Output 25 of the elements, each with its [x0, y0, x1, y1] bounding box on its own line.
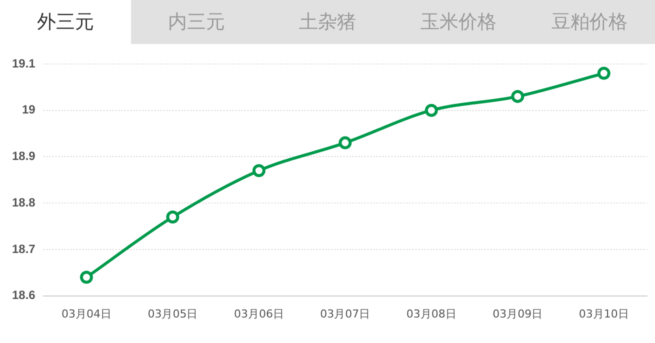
y-tick-label: 18.6 — [12, 288, 36, 302]
y-tick-label: 18.8 — [12, 195, 36, 210]
point — [597, 66, 610, 80]
x-tick-label: 03月09日 — [492, 307, 543, 320]
point — [80, 270, 93, 284]
x-tick-label: 03月05日 — [148, 307, 198, 320]
x-tick-label: 03月07日 — [320, 307, 370, 320]
x-tick-label: 03月08日 — [406, 307, 456, 320]
y-tick-label: 18.7 — [12, 242, 36, 256]
x-tick-label: 03月06日 — [234, 307, 284, 320]
y-tick-label: 19.1 — [12, 56, 36, 70]
point — [166, 210, 180, 224]
y-tick-label: 18.9 — [12, 149, 36, 164]
text: 外三元 — [0, 0, 131, 44]
text: 土杂猪 — [298, 10, 357, 35]
point — [511, 90, 524, 103]
x-tick-label: 03月10日 — [578, 307, 629, 320]
text: 豆粕价格 — [550, 10, 628, 35]
point — [424, 104, 438, 117]
text: 玉米价格 — [420, 10, 498, 35]
point — [338, 136, 352, 150]
y-tick-label: 19 — [22, 102, 36, 117]
x-tick-label: 03月04日 — [61, 307, 112, 320]
text: 内三元 — [167, 10, 226, 35]
point — [252, 164, 266, 178]
